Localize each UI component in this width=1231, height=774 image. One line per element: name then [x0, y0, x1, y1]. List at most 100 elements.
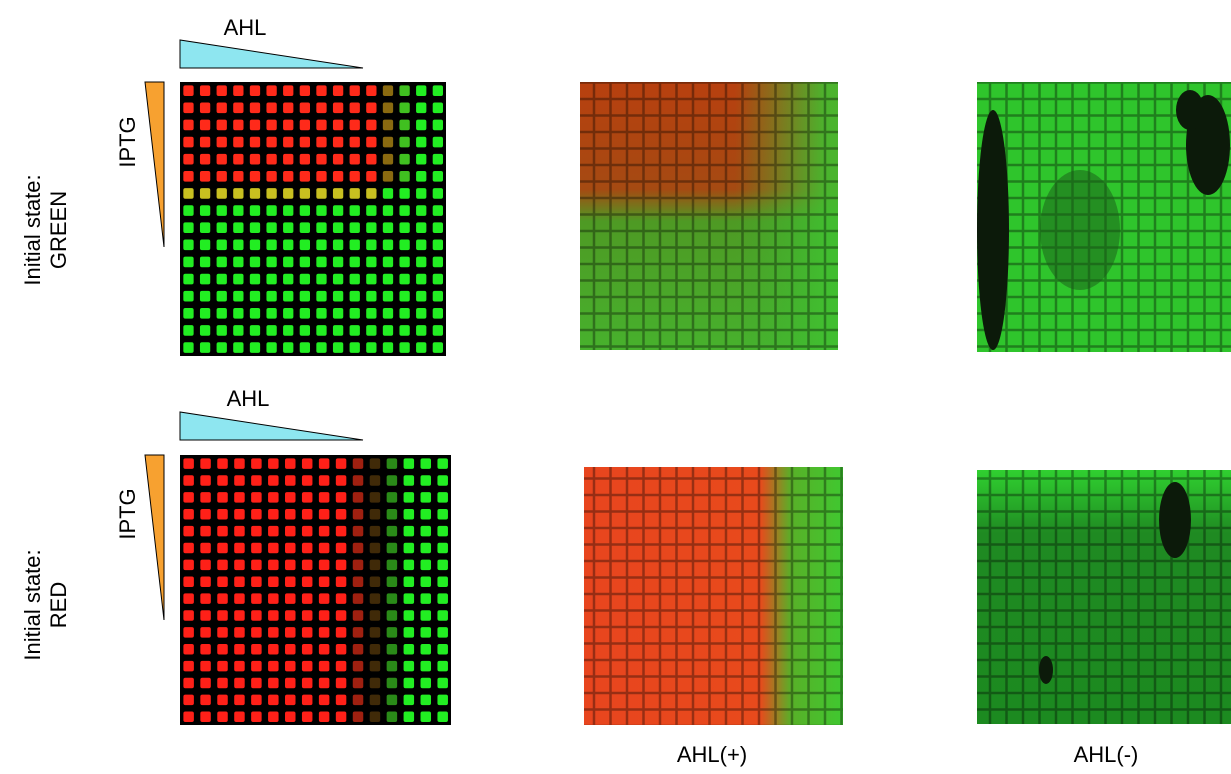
well: [399, 342, 409, 353]
well: [416, 257, 426, 268]
well: [233, 103, 243, 114]
well: [333, 154, 343, 165]
well: [350, 222, 360, 233]
well: [433, 325, 443, 336]
well: [370, 560, 381, 570]
well: [283, 154, 293, 165]
well: [333, 222, 343, 233]
well: [200, 678, 211, 688]
well: [283, 137, 293, 148]
well: [200, 154, 210, 165]
well: [387, 509, 398, 519]
well: [217, 308, 227, 319]
well: [319, 526, 330, 536]
well: [416, 103, 426, 114]
well: [404, 492, 415, 502]
well: [283, 205, 293, 216]
well: [333, 240, 343, 251]
well: [433, 188, 443, 199]
well: [251, 678, 262, 688]
well: [370, 543, 381, 553]
well: [387, 644, 398, 654]
well: [217, 610, 228, 620]
well: [217, 188, 227, 199]
well: [217, 291, 227, 302]
well: [302, 475, 313, 485]
ahl-triangle: [180, 40, 363, 68]
well: [387, 695, 398, 705]
well: [350, 103, 360, 114]
ahl-triangle: [180, 412, 363, 440]
well: [217, 120, 227, 131]
well: [250, 188, 260, 199]
well: [350, 120, 360, 131]
well: [183, 103, 193, 114]
well: [250, 137, 260, 148]
well: [217, 85, 227, 96]
well: [234, 475, 245, 485]
well: [250, 222, 260, 233]
well: [234, 627, 245, 637]
well: [353, 492, 364, 502]
well: [437, 509, 448, 519]
well: [183, 308, 193, 319]
well: [217, 627, 228, 637]
well: [421, 543, 432, 553]
well: [353, 560, 364, 570]
well: [283, 120, 293, 131]
row-label-line: Initial state:: [20, 174, 45, 285]
well: [421, 526, 432, 536]
well: [421, 593, 432, 603]
well: [350, 342, 360, 353]
well: [283, 222, 293, 233]
well: [234, 577, 245, 587]
well: [370, 627, 381, 637]
well: [316, 188, 326, 199]
well: [250, 257, 260, 268]
well: [268, 577, 279, 587]
well: [383, 240, 393, 251]
well: [233, 291, 243, 302]
well: [336, 492, 347, 502]
well: [383, 137, 393, 148]
well: [336, 526, 347, 536]
well: [251, 577, 262, 587]
well: [233, 308, 243, 319]
row-label-line: GREEN: [46, 191, 71, 269]
well: [319, 695, 330, 705]
well: [200, 171, 210, 182]
well: [200, 137, 210, 148]
well: [285, 475, 296, 485]
well: [399, 137, 409, 148]
well: [437, 627, 448, 637]
well: [404, 509, 415, 519]
well: [285, 644, 296, 654]
well: [353, 526, 364, 536]
well: [416, 205, 426, 216]
well: [336, 458, 347, 468]
well: [350, 291, 360, 302]
well: [217, 103, 227, 114]
well: [268, 695, 279, 705]
well: [383, 171, 393, 182]
well: [316, 205, 326, 216]
well: [383, 120, 393, 131]
well: [217, 678, 228, 688]
well: [183, 712, 194, 722]
well: [399, 308, 409, 319]
well: [300, 120, 310, 131]
well: [370, 610, 381, 620]
well: [234, 695, 245, 705]
well: [316, 222, 326, 233]
well: [300, 103, 310, 114]
well: [217, 240, 227, 251]
well: [217, 577, 228, 587]
well: [200, 661, 211, 671]
well: [316, 257, 326, 268]
well: [404, 712, 415, 722]
well: [183, 543, 194, 553]
well: [217, 458, 228, 468]
well: [437, 695, 448, 705]
well: [319, 492, 330, 502]
well: [333, 274, 343, 285]
